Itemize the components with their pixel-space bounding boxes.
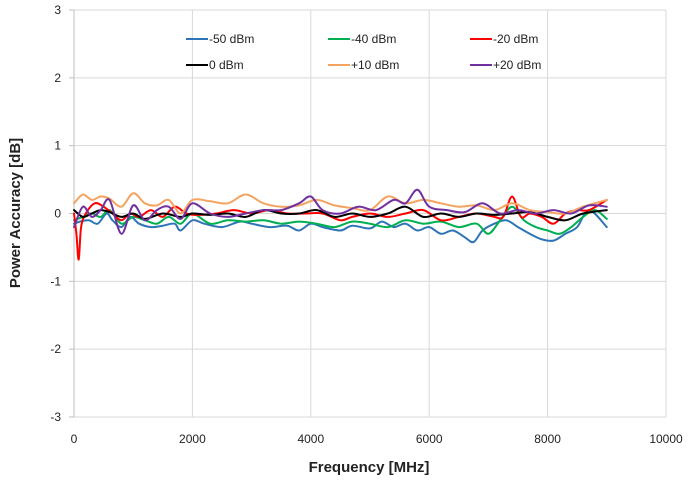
y-tick-label: 0	[54, 207, 61, 221]
x-axis-title: Frequency [MHz]	[309, 459, 430, 476]
series-line-10-dbm	[73, 192, 608, 215]
y-tick-label: -2	[50, 342, 61, 356]
y-tick-label: 2	[54, 71, 61, 85]
legend: -50 dBm -40 dBm -20 dBm 0 dBm +10 dBm +20 dBm	[186, 32, 541, 72]
series-layer	[73, 188, 608, 261]
y-tick-label: -1	[50, 274, 61, 288]
x-tick-label: 2000	[179, 432, 206, 446]
y-tick-label: -3	[50, 410, 61, 424]
legend-label: 0 dBm	[209, 58, 244, 72]
x-tick-label: 4000	[297, 432, 324, 446]
y-tick-label: 3	[54, 3, 61, 17]
legend-label: -20 dBm	[493, 32, 538, 46]
legend-label: -40 dBm	[351, 32, 396, 46]
series-line-20-dbm	[73, 188, 608, 235]
x-tick-label: 6000	[416, 432, 443, 446]
x-tick-label: 8000	[534, 432, 561, 446]
tick-labels: -3 -2 -1 0 1 2 3 0 2000 4000 6000 8000 10000	[50, 3, 683, 446]
y-tick-label: 1	[54, 139, 61, 153]
grid	[74, 9, 667, 418]
x-tick-label: 0	[71, 432, 78, 446]
series-line-50-dbm	[73, 209, 608, 244]
legend-label: -50 dBm	[209, 32, 254, 46]
x-tick-label: 10000	[649, 432, 683, 446]
legend-label: +10 dBm	[351, 58, 399, 72]
legend-label: +20 dBm	[493, 58, 541, 72]
y-axis-title: Power Accuracy [dB]	[7, 138, 24, 288]
